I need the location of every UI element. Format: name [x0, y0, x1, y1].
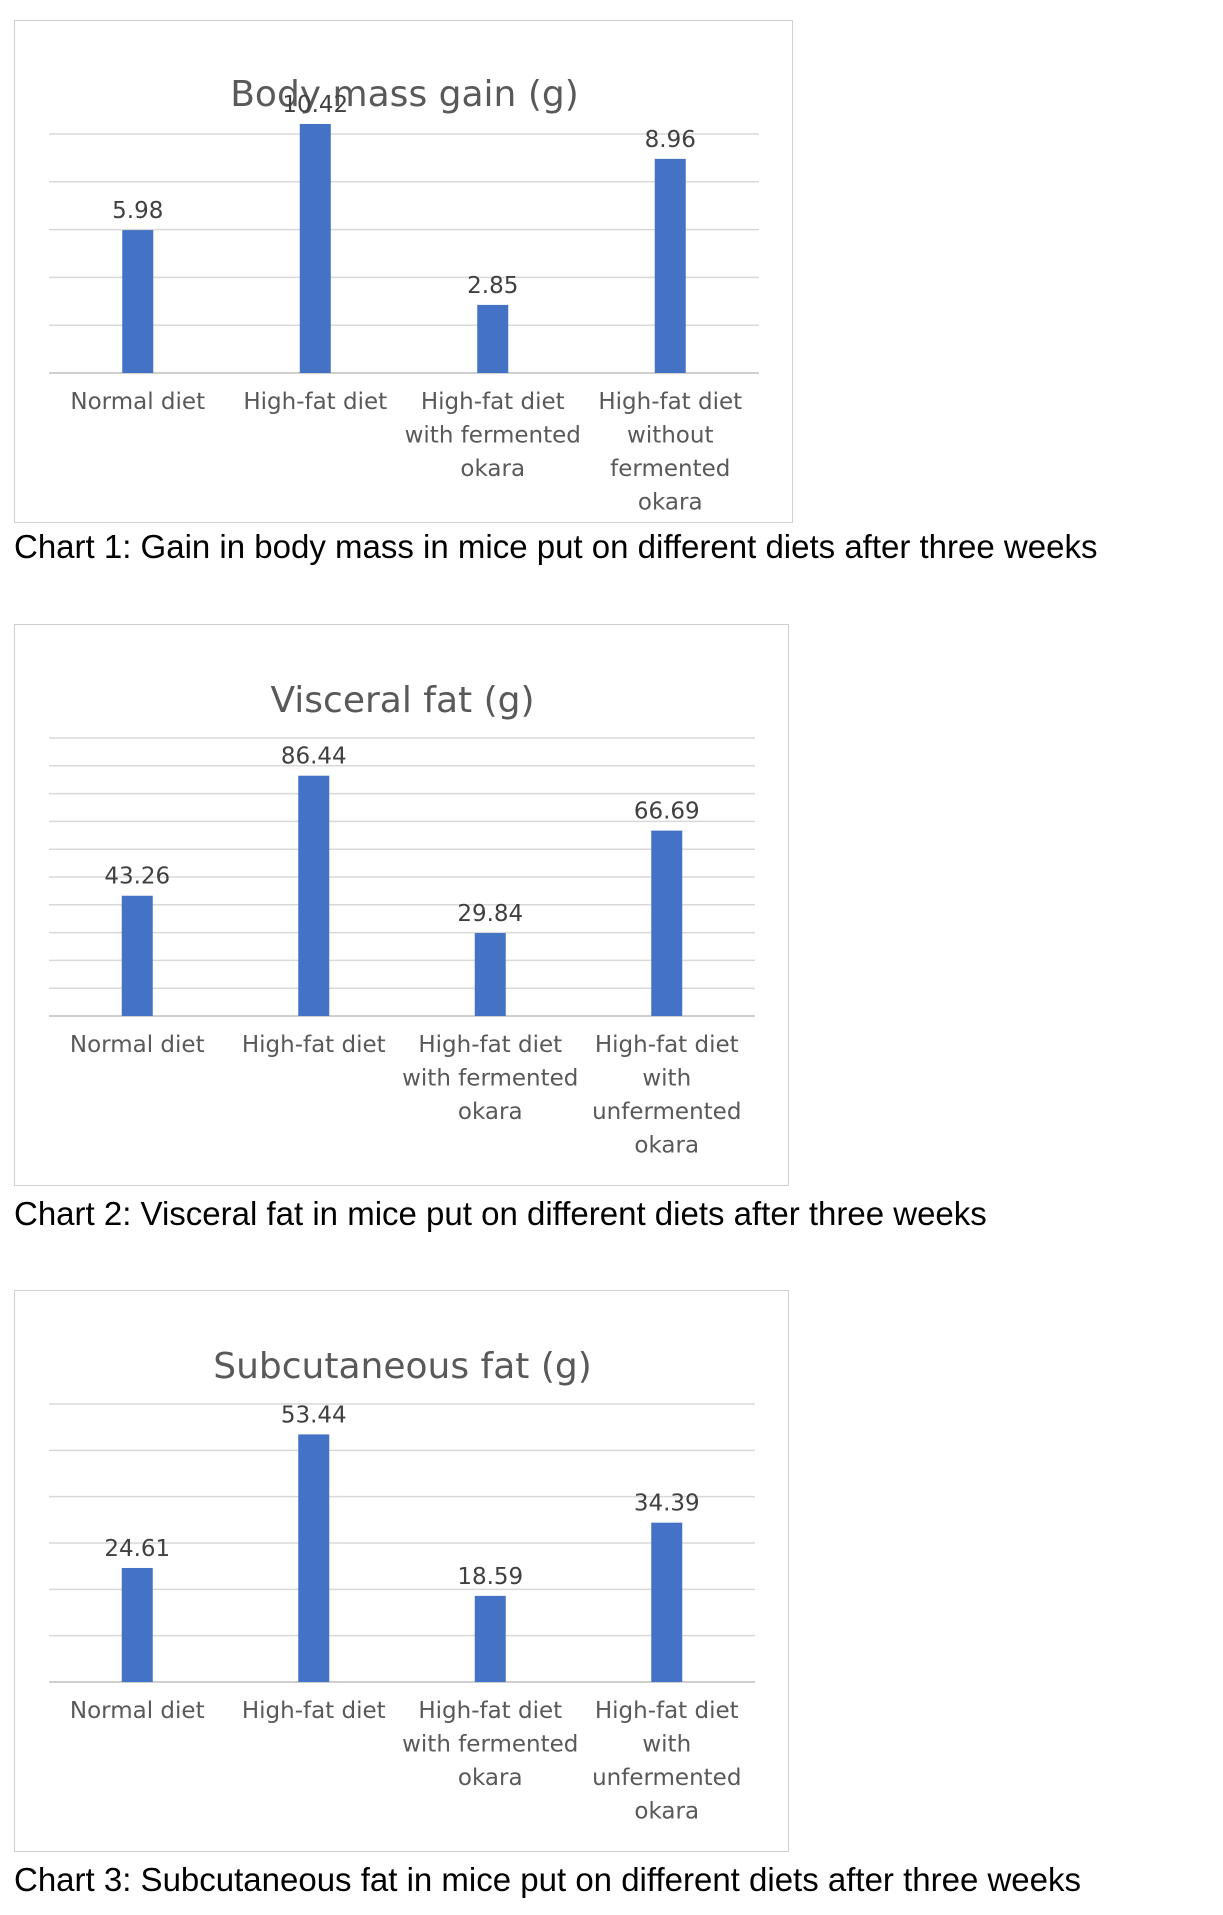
data-label: 43.26 — [104, 864, 170, 890]
data-label: 8.96 — [645, 127, 696, 153]
bar — [477, 304, 509, 373]
x-tick-label: High-fat diet with unfermented okara — [592, 1698, 741, 1825]
data-label: 29.84 — [457, 901, 523, 927]
x-tick-label: Normal diet — [70, 1032, 205, 1058]
x-tick-label-line: High-fat diet — [421, 389, 565, 415]
x-tick-label-line: okara — [634, 1799, 699, 1825]
data-label: 34.39 — [634, 1491, 700, 1517]
chart-title: Visceral fat (g) — [270, 680, 534, 721]
x-tick-label-line: High-fat diet — [595, 1032, 739, 1058]
chart-frame-2: Visceral fat (g) 43.26 Normal diet 86.44 Hig… — [14, 624, 789, 1186]
x-tick-label: Normal diet — [70, 389, 205, 415]
x-tick-label: High-fat diet — [242, 1698, 386, 1724]
x-tick-label-line: unfermented — [592, 1099, 741, 1125]
x-tick-label-line: High-fat diet — [242, 1032, 386, 1058]
x-tick-label: High-fat diet — [242, 1032, 386, 1058]
x-tick-label-line: High-fat diet — [243, 389, 387, 415]
x-tick-label-line: with fermented — [402, 1066, 578, 1092]
bar — [474, 1595, 506, 1682]
chart-title: Body mass gain (g) — [230, 74, 579, 115]
data-label: 86.44 — [281, 744, 347, 770]
bar — [651, 1522, 683, 1682]
data-label: 66.69 — [634, 799, 700, 825]
x-tick-label-line: with fermented — [405, 423, 581, 449]
bar — [474, 933, 506, 1016]
bar-chart-3: Subcutaneous fat (g) 24.61 Normal diet 53.4… — [49, 1346, 755, 1825]
x-tick-label-line: okara — [458, 1765, 523, 1791]
chart-frame-1: Body mass gain (g) 5.98 Normal diet 10.42 Hi… — [14, 20, 793, 523]
bar — [651, 830, 683, 1016]
x-tick-label-line: okara — [638, 490, 703, 516]
x-tick-label-line: okara — [634, 1133, 699, 1159]
x-tick-label-line: High-fat diet — [418, 1698, 562, 1724]
x-tick-label-line: High-fat diet — [598, 389, 742, 415]
x-tick-label-line: High-fat diet — [595, 1698, 739, 1724]
bar-chart-1: Body mass gain (g) 5.98 Normal diet 10.42 Hi… — [49, 74, 759, 516]
x-tick-label: High-fat diet with unfermented okara — [592, 1032, 741, 1159]
chart-frame-3: Subcutaneous fat (g) 24.61 Normal diet 53.4… — [14, 1290, 789, 1852]
x-tick-label-line: fermented — [610, 456, 730, 482]
data-label: 24.61 — [104, 1536, 170, 1562]
x-tick-label: High-fat diet with fermented okara — [402, 1698, 578, 1791]
bar — [298, 775, 330, 1016]
chart-title: Subcutaneous fat (g) — [213, 1346, 592, 1387]
chart-caption-1: Chart 1: Gain in body mass in mice put o… — [14, 528, 1098, 565]
bar — [299, 123, 331, 373]
x-tick-label-line: High-fat diet — [242, 1698, 386, 1724]
bar — [298, 1434, 330, 1682]
x-tick-label: High-fat diet with fermented okara — [405, 389, 581, 482]
data-label: 10.42 — [282, 92, 348, 118]
x-tick-label-line: High-fat diet — [418, 1032, 562, 1058]
x-tick-label: High-fat diet without fermented okara — [598, 389, 742, 516]
data-label: 5.98 — [112, 198, 163, 224]
x-tick-label-line: okara — [460, 456, 525, 482]
data-label: 18.59 — [457, 1564, 523, 1590]
x-tick-label-line: Normal diet — [70, 389, 205, 415]
x-tick-label-line: with — [642, 1732, 691, 1758]
x-tick-label: High-fat diet with fermented okara — [402, 1032, 578, 1125]
x-tick-label-line: with — [642, 1066, 691, 1092]
x-tick-label-line: with fermented — [402, 1732, 578, 1758]
chart-caption-2: Chart 2: Visceral fat in mice put on dif… — [14, 1195, 987, 1232]
data-label: 2.85 — [467, 273, 518, 299]
chart-caption-3: Chart 3: Subcutaneous fat in mice put on… — [14, 1861, 1082, 1898]
x-tick-label: Normal diet — [70, 1698, 205, 1724]
bar — [121, 895, 153, 1016]
bar — [654, 158, 686, 373]
x-tick-label-line: okara — [458, 1099, 523, 1125]
x-tick-label-line: without — [627, 423, 713, 449]
bar — [122, 230, 154, 373]
data-label: 53.44 — [281, 1402, 347, 1428]
x-tick-label: High-fat diet — [243, 389, 387, 415]
bar — [121, 1567, 153, 1682]
x-tick-label-line: Normal diet — [70, 1032, 205, 1058]
x-tick-label-line: Normal diet — [70, 1698, 205, 1724]
bar-chart-2: Visceral fat (g) 43.26 Normal diet 86.44 Hig… — [49, 680, 755, 1159]
x-tick-label-line: unfermented — [592, 1765, 741, 1791]
